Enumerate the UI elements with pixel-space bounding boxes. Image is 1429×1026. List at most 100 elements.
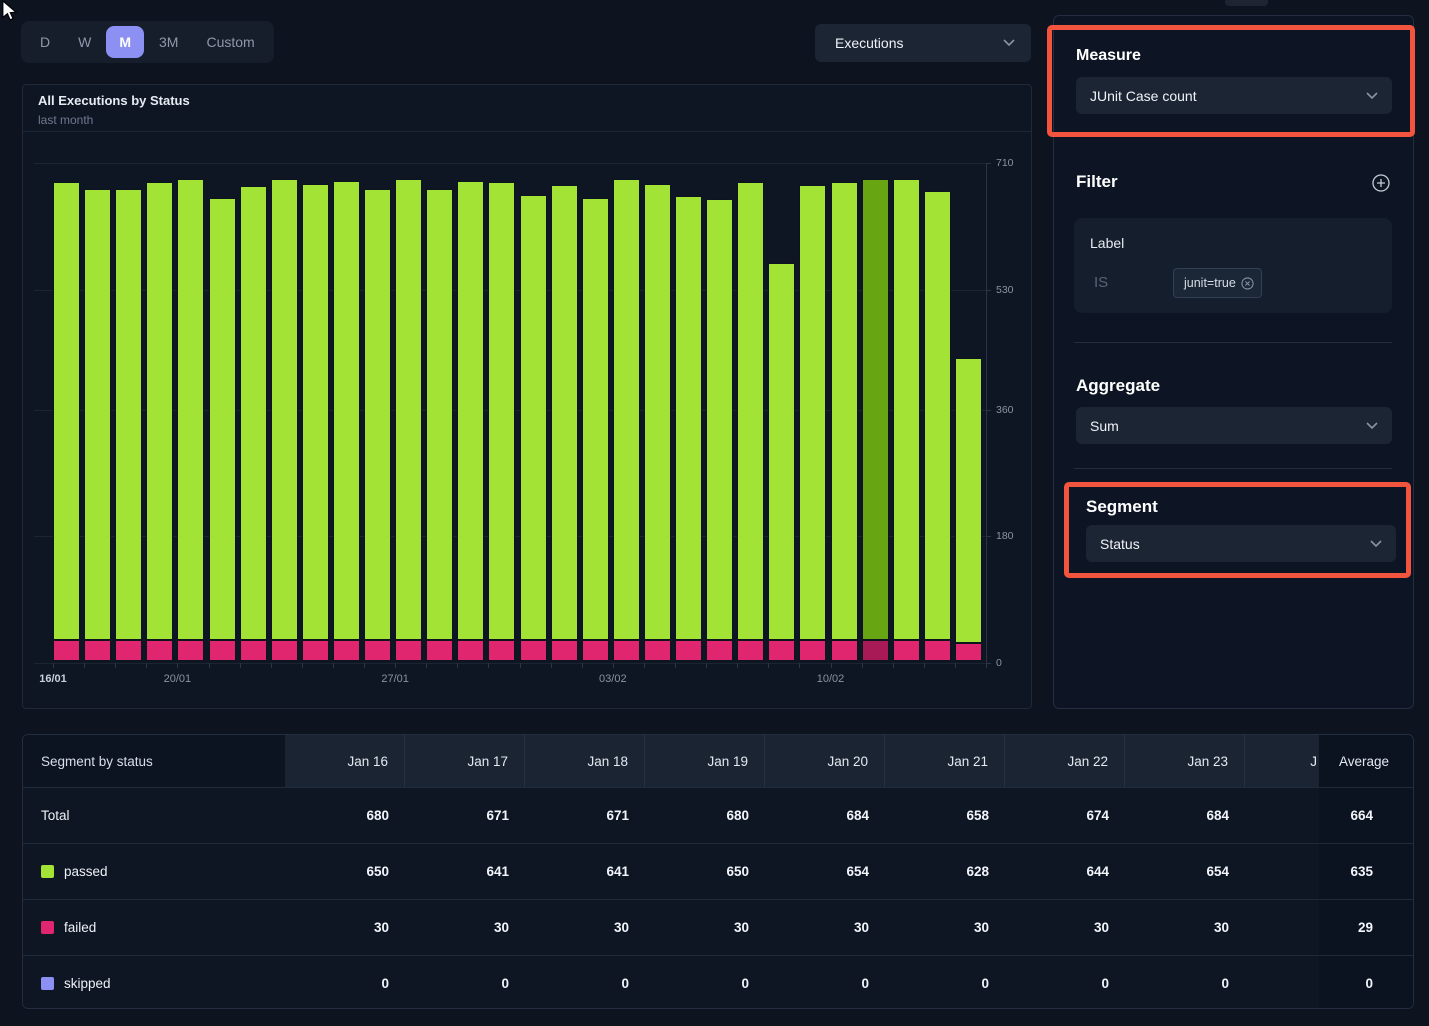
- x-axis-tick: [923, 663, 925, 668]
- bar-segment-passed: [737, 182, 765, 640]
- table-cell: 680: [726, 808, 749, 823]
- bar-28/01[interactable]: [426, 188, 454, 661]
- time-range-3m[interactable]: 3M: [159, 34, 179, 50]
- aggregate-select[interactable]: Sum: [1076, 407, 1392, 444]
- table-corner-cell: Segment by status: [23, 735, 285, 787]
- table-row-failed: failed 30 30 30 30 30 30 30 30 29: [23, 899, 1413, 955]
- filter-value-tag[interactable]: junit=true: [1173, 268, 1262, 298]
- table-average-cell: 635: [1319, 844, 1413, 899]
- chevron-down-icon: [1370, 539, 1382, 547]
- bar-23/01[interactable]: [270, 179, 298, 661]
- bar-21/01[interactable]: [208, 197, 236, 661]
- row-label-text: passed: [64, 864, 108, 879]
- bar-17/01[interactable]: [84, 188, 112, 661]
- bar-segment-failed: [395, 639, 423, 661]
- entity-select[interactable]: Executions: [815, 24, 1031, 62]
- bar-segment-passed: [643, 183, 671, 640]
- bar-segment-failed: [146, 639, 174, 661]
- bar-19/01[interactable]: [146, 182, 174, 661]
- chart-subtitle: last month: [38, 113, 94, 127]
- x-axis-tick: [332, 663, 334, 668]
- time-range-custom[interactable]: Custom: [206, 34, 255, 50]
- table-column-header: Jan 23: [1125, 735, 1245, 787]
- bar-09/02[interactable]: [799, 184, 827, 661]
- clipped-element: [1225, 0, 1268, 6]
- table-column-header: Jan 19: [645, 735, 765, 787]
- bar-26/01[interactable]: [364, 189, 391, 661]
- add-filter-icon[interactable]: [1372, 174, 1390, 192]
- bar-segment-passed: [550, 184, 578, 640]
- x-axis-tick: [239, 663, 241, 668]
- bar-segment-failed: [208, 639, 236, 661]
- bar-08/02[interactable]: [768, 263, 796, 661]
- table-cell: 650: [726, 864, 749, 879]
- bar-02/02[interactable]: [581, 197, 609, 661]
- x-axis-tick: [954, 663, 956, 668]
- bar-segment-failed: [84, 639, 112, 661]
- table-cell: 30: [1213, 920, 1229, 935]
- bar-segment-passed: [923, 190, 951, 640]
- table-cell: 644: [1086, 864, 1109, 879]
- bar-12/02[interactable]: [892, 179, 920, 661]
- x-axis-tick: [892, 663, 894, 668]
- measure-select[interactable]: JUnit Case count: [1076, 77, 1392, 114]
- chevron-down-icon: [1366, 91, 1378, 99]
- bar-27/01[interactable]: [395, 179, 423, 661]
- bar-segment-passed: [239, 186, 267, 640]
- x-axis-tick: [270, 663, 272, 668]
- x-axis-tick: [426, 663, 428, 668]
- time-range-m[interactable]: M: [106, 26, 145, 58]
- bar-14/02[interactable]: [954, 358, 982, 661]
- table-cell: 674: [1086, 808, 1109, 823]
- table-average-cell: 664: [1319, 788, 1413, 843]
- bar-25/01[interactable]: [332, 180, 360, 661]
- row-label: Total: [23, 788, 285, 843]
- remove-tag-icon[interactable]: [1241, 276, 1254, 290]
- table-cell: 30: [853, 920, 869, 935]
- bar-chart: 0 180 360 530 710 16/01 20/01 27/01 03/02 10/02: [23, 85, 1031, 708]
- bar-01/02[interactable]: [550, 184, 578, 661]
- y-axis-label: 0: [996, 657, 1002, 669]
- time-range-w[interactable]: W: [78, 34, 92, 50]
- table-clipped-cell: [1245, 788, 1319, 843]
- table-cell: 671: [486, 808, 509, 823]
- bar-24/01[interactable]: [301, 183, 329, 661]
- bar-31/01[interactable]: [519, 194, 547, 661]
- bar-13/02[interactable]: [923, 190, 951, 661]
- skipped-swatch-icon: [41, 977, 54, 990]
- table-cell: 30: [493, 920, 509, 935]
- bar-16/01[interactable]: [53, 182, 80, 661]
- table-cell: 30: [733, 920, 749, 935]
- bar-07/02[interactable]: [737, 182, 765, 661]
- bar-06/02[interactable]: [706, 199, 734, 661]
- bar-03/02[interactable]: [612, 179, 640, 661]
- bar-30/01[interactable]: [488, 182, 516, 661]
- bar-10/02[interactable]: [830, 182, 858, 661]
- bar-29/01[interactable]: [457, 180, 485, 661]
- bar-18/01[interactable]: [115, 188, 143, 661]
- bar-segment-failed: [954, 643, 982, 661]
- bar-05/02[interactable]: [675, 196, 702, 661]
- table-cell: 30: [1093, 920, 1109, 935]
- table-header-row: Segment by status Jan 16 Jan 17 Jan 18 Jan 1…: [23, 735, 1413, 787]
- bar-11/02[interactable]: [861, 179, 889, 661]
- bar-segment-failed: [612, 639, 640, 661]
- bar-20/01[interactable]: [177, 179, 205, 661]
- bar-segment-failed: [892, 639, 920, 661]
- segment-select-value: Status: [1100, 535, 1140, 552]
- table-cell: 0: [861, 976, 869, 991]
- x-axis-label: 03/02: [599, 673, 627, 685]
- bar-04/02[interactable]: [643, 183, 671, 661]
- table-cell: 654: [846, 864, 869, 879]
- segment-select[interactable]: Status: [1086, 525, 1396, 562]
- bar-segment-failed: [364, 639, 391, 661]
- bar-22/01[interactable]: [239, 186, 267, 661]
- bar-segment-failed: [177, 639, 205, 661]
- bar-segment-failed: [457, 639, 485, 661]
- bar-segment-passed: [426, 188, 454, 640]
- x-axis-tick: [830, 663, 832, 668]
- bar-segment-passed: [892, 179, 920, 640]
- time-range-d[interactable]: D: [40, 34, 51, 50]
- row-label: skipped: [23, 956, 285, 1008]
